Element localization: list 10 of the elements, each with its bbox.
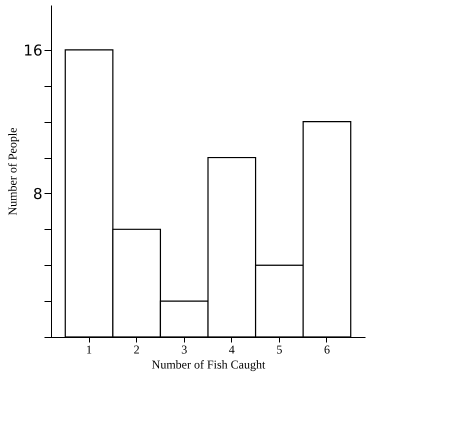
x-axis-title: Number of Fish Caught <box>152 358 266 372</box>
x-tick-label: 1 <box>86 342 92 356</box>
y-tick-label: 8 <box>32 184 42 203</box>
x-tick-label: 6 <box>324 342 330 356</box>
y-axis-title: Number of People <box>5 128 20 216</box>
x-tick-label: 4 <box>228 342 235 356</box>
x-tick-label: 5 <box>276 342 282 356</box>
x-tick-label: 2 <box>134 342 140 356</box>
x-tick-label: 3 <box>181 342 188 356</box>
y-tick-label: 16 <box>23 41 42 60</box>
